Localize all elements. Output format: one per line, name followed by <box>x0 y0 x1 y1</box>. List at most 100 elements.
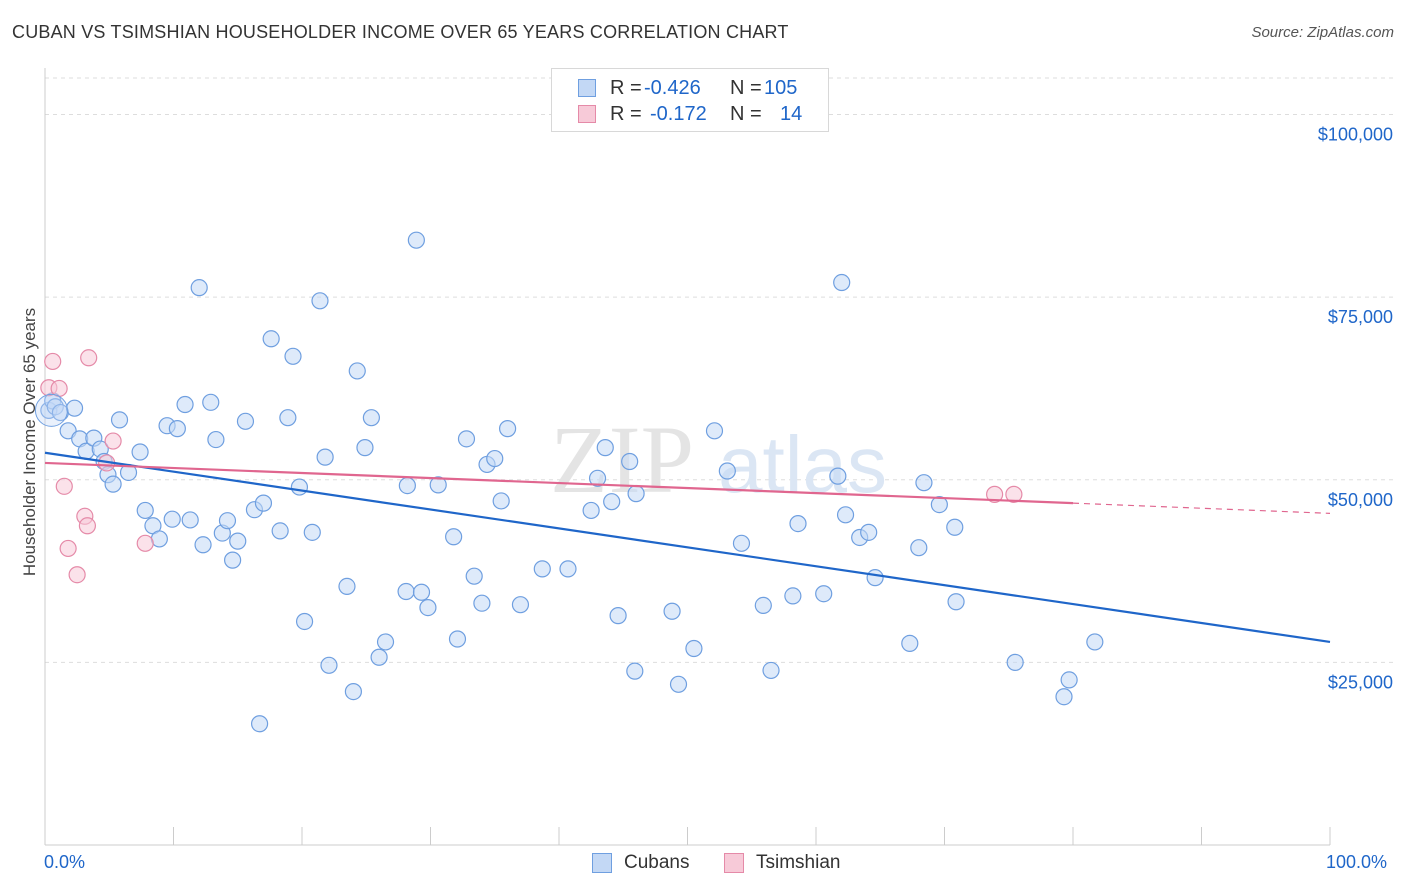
tsimshian-point <box>104 432 122 450</box>
cubans-point <box>910 539 928 557</box>
cubans-point <box>946 518 964 536</box>
cubans-point <box>104 475 122 493</box>
r-value: -0.426 <box>644 77 701 99</box>
cubans-point <box>492 492 510 510</box>
cubans-point <box>626 662 644 680</box>
tsimshian-trend-extension <box>1072 502 1331 514</box>
cubans-point <box>559 560 577 578</box>
cubans-point <box>609 607 627 625</box>
tsimshian-point <box>78 517 97 535</box>
cubans-point <box>338 577 356 596</box>
cubans-point <box>588 469 607 487</box>
cubans-point <box>311 292 329 310</box>
cubans-point <box>784 587 802 605</box>
stats-legend: R = -0.426 N = 105 R = -0.172 N = 14 <box>551 68 829 132</box>
cubans-point <box>194 536 212 554</box>
cubans-point <box>1006 653 1024 671</box>
cubans-point <box>915 474 933 492</box>
cubans-point <box>754 596 772 615</box>
n-value: 14 <box>780 103 803 125</box>
tsimshian-point <box>44 352 62 371</box>
cubans-point <box>457 430 476 448</box>
cubans-point <box>836 506 855 524</box>
cubans-point <box>316 448 334 466</box>
cubans-point <box>254 494 273 512</box>
cubans-point <box>229 532 247 550</box>
cubans-point <box>465 567 483 585</box>
chart-title: CUBAN VS TSIMSHIAN HOUSEHOLDER INCOME OV… <box>12 22 789 42</box>
tsimshian-point <box>68 566 86 584</box>
cubans-point <box>397 582 415 601</box>
cubans-point <box>250 715 269 733</box>
cubans-point <box>930 495 948 514</box>
tsimshian-point <box>1005 485 1023 503</box>
cubans-point <box>407 231 425 249</box>
cubans-point <box>445 528 463 546</box>
cubans-point <box>762 661 780 680</box>
n-value: 105 <box>764 77 798 99</box>
cubans-point <box>685 639 703 658</box>
cubans-point <box>163 510 181 528</box>
cubans-trend-line <box>44 451 1331 644</box>
tsimshian-trend-line <box>44 461 1074 505</box>
legend-item-tsimshian[interactable]: Tsimshian <box>724 852 864 876</box>
cubans-point <box>499 420 517 438</box>
cubans-point <box>533 560 551 578</box>
cubans-point <box>370 648 388 666</box>
cubans-point-cluster <box>34 393 68 427</box>
cubans-point <box>398 477 416 495</box>
cubans-point <box>1055 688 1073 706</box>
cubans-point <box>412 583 431 601</box>
cubans-point <box>290 478 309 496</box>
cubans-point <box>473 594 491 612</box>
cubans-point <box>603 493 621 511</box>
tsimshian-legend-swatch-icon <box>724 853 744 873</box>
legend-item-cubans[interactable]: Cubans <box>592 852 712 876</box>
cubans-point <box>596 439 614 457</box>
cubans-point <box>789 514 807 533</box>
cubans-point <box>136 501 154 520</box>
cubans-point <box>344 682 362 701</box>
cubans-point <box>705 422 724 440</box>
n-label: N = <box>730 77 762 99</box>
cubans-point <box>181 511 199 529</box>
cubans-point <box>218 512 237 530</box>
legend-label: Tsimshian <box>756 852 841 873</box>
cubans-point <box>718 462 736 480</box>
cubans-point <box>833 273 851 292</box>
cubans-point <box>866 569 884 587</box>
cubans-point <box>860 523 878 541</box>
r-label: R = <box>610 77 642 99</box>
tsimshian-point <box>80 349 98 367</box>
cubans-point <box>669 675 688 693</box>
cubans-legend-swatch-icon <box>592 853 612 873</box>
cubans-point <box>202 393 220 411</box>
cubans-point <box>236 412 255 430</box>
tsimshian-point <box>136 534 154 552</box>
n-label: N = <box>730 103 762 125</box>
cubans-point <box>582 501 600 520</box>
cubans-point <box>168 420 186 438</box>
stats-row-cubans: R = -0.426 N = 105 <box>552 75 828 101</box>
cubans-point <box>131 443 149 461</box>
source-label: Source: ZipAtlas.com <box>1251 24 1394 41</box>
cubans-point <box>150 530 168 548</box>
tsimshian-point <box>55 477 73 495</box>
cubans-point <box>1086 633 1104 651</box>
cubans-point <box>901 634 919 652</box>
cubans-point <box>627 485 645 503</box>
cubans-point <box>486 449 504 468</box>
y-tick-label: $50,000 <box>1328 490 1393 510</box>
tsimshian-swatch-icon <box>578 105 596 123</box>
stats-row-tsimshian: R = -0.172 N = 14 <box>552 101 828 127</box>
cubans-point <box>376 633 395 651</box>
cubans-point <box>621 452 639 471</box>
cubans-point <box>732 534 751 552</box>
r-label: R = <box>610 103 642 125</box>
y-tick-label: $100,000 <box>1318 125 1393 145</box>
cubans-point <box>284 347 302 365</box>
cubans-point <box>176 395 194 414</box>
cubans-point <box>295 612 314 631</box>
cubans-point <box>303 523 321 541</box>
